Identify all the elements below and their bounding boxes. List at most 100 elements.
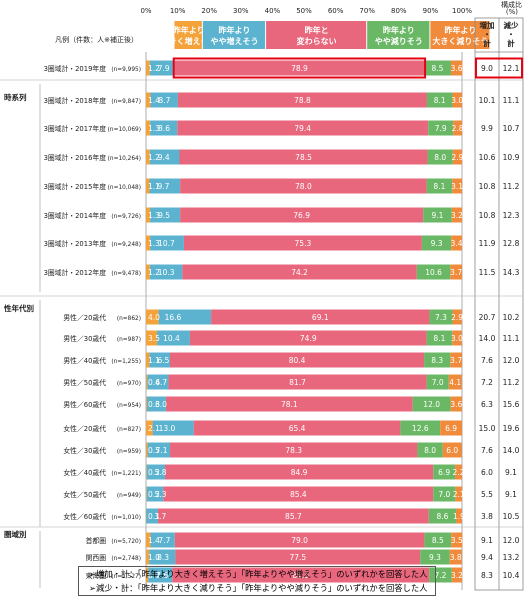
row-label: 3圏域計・2018年度 xyxy=(44,96,107,105)
bar-segment xyxy=(150,235,184,251)
row-label: 男性／40歳代 xyxy=(63,356,106,365)
row-label: 男性／30歳代 xyxy=(63,334,106,343)
bar-segment xyxy=(168,374,427,390)
bar-segment xyxy=(183,235,422,251)
bar-segment xyxy=(451,207,462,223)
row-label: 女性／20歳代 xyxy=(63,424,106,433)
row-label: 3圏域計・2017年度 xyxy=(44,124,107,133)
bar-value-label: 6.0 xyxy=(446,446,458,455)
bar-segment xyxy=(149,178,181,194)
bar-value-label: 3.2 xyxy=(451,571,463,580)
row-sample-size: (n=987) xyxy=(117,337,141,343)
footnote-increase: ➢増加・計：「昨年より大きく増えそう」「昨年よりやや増えそう」のいずれかを回答し… xyxy=(89,569,428,579)
bar-segment xyxy=(452,309,462,325)
bar-value-label: 16.6 xyxy=(165,313,182,322)
bar-value-label: 78.1 xyxy=(281,400,298,409)
bar-segment xyxy=(146,120,151,136)
highlight-summary-frame xyxy=(475,57,523,79)
bar-value-label: 8.3 xyxy=(157,553,169,562)
bar-segment xyxy=(149,264,183,280)
bar-segment xyxy=(424,60,451,76)
decrease-total-value: 10.4 xyxy=(503,571,520,580)
bar-segment xyxy=(146,60,150,76)
row-label: 首都圏 xyxy=(86,536,107,545)
bar-value-label: 10.6 xyxy=(425,268,442,277)
bar-segment xyxy=(147,442,171,458)
row-label: 3圏域計・2013年度 xyxy=(44,239,107,248)
bar-segment xyxy=(146,396,147,412)
bar-segment xyxy=(170,352,425,368)
bar-value-label: 2.8 xyxy=(452,124,464,133)
bar-value-label: 78.5 xyxy=(295,153,312,162)
axis-tick-label: 40% xyxy=(265,7,281,15)
bar-segment xyxy=(450,264,462,280)
row-label: 3圏域計・2016年度 xyxy=(44,153,107,162)
bar-value-label: 8.1 xyxy=(433,182,445,191)
bar-segment xyxy=(455,508,462,524)
bar-segment xyxy=(211,309,430,325)
bar-segment xyxy=(174,60,425,76)
bar-segment xyxy=(440,420,462,436)
bar-segment xyxy=(450,352,462,368)
bar-value-label: 1.1 xyxy=(148,356,160,365)
bar-segment xyxy=(149,149,180,165)
bar-segment xyxy=(147,374,169,390)
increase-total-value: 5.5 xyxy=(481,490,493,499)
bar-value-label: 2.2 xyxy=(453,468,465,477)
bar-value-label: 8.7 xyxy=(158,96,170,105)
row-sample-size: (n=9,995) xyxy=(111,67,141,73)
legend-label: 昨年より xyxy=(173,25,205,35)
bar-segment xyxy=(442,442,462,458)
bar-value-label: 9.7 xyxy=(157,182,169,191)
bar-segment xyxy=(448,374,462,390)
row-sample-size: (n=827) xyxy=(117,427,141,433)
bar-segment xyxy=(146,567,149,583)
bar-value-label: 85.4 xyxy=(290,490,307,499)
bar-value-label: 5.8 xyxy=(155,468,167,477)
bar-value-label: 9.4 xyxy=(158,153,170,162)
bar-segment xyxy=(412,396,451,412)
increase-header: ・ xyxy=(483,30,491,39)
bar-value-label: 84.9 xyxy=(291,468,308,477)
bar-value-label: 7.0 xyxy=(438,490,450,499)
bar-value-label: 7.9 xyxy=(435,124,447,133)
bar-value-label: 1.2 xyxy=(148,64,160,73)
increase-total-value: 10.1 xyxy=(479,96,496,105)
bar-value-label: 6.7 xyxy=(155,378,167,387)
highlight-frame xyxy=(172,57,427,79)
bar-segment xyxy=(150,532,175,548)
axis-tick-label: 80% xyxy=(391,7,407,15)
bar-segment xyxy=(146,508,147,524)
bar-segment xyxy=(146,420,153,436)
legend-swatch xyxy=(202,21,266,49)
bar-segment xyxy=(424,352,451,368)
bar-segment xyxy=(177,120,429,136)
row-label: 女性／30歳代 xyxy=(63,446,106,455)
bar-value-label: 81.3 xyxy=(292,571,309,580)
bar-segment xyxy=(433,486,456,502)
bar-value-label: 3.7 xyxy=(450,268,462,277)
decrease-total-value: 10.2 xyxy=(503,313,520,322)
bar-value-label: 1.3 xyxy=(148,124,160,133)
bar-value-label: 3.1 xyxy=(451,182,463,191)
bar-value-label: 8.5 xyxy=(432,536,444,545)
increase-total-value: 11.5 xyxy=(479,268,496,277)
row-sample-size: (n=2,748) xyxy=(111,556,141,562)
bar-segment xyxy=(165,396,413,412)
bar-segment xyxy=(426,330,453,346)
row-label: 関西圏 xyxy=(86,554,107,562)
bar-value-label: 1.3 xyxy=(148,239,160,248)
bar-value-label: 0.7 xyxy=(148,571,160,580)
bar-value-label: 6.9 xyxy=(445,424,457,433)
bar-value-label: 74.2 xyxy=(291,268,308,277)
bar-value-label: 1.4 xyxy=(148,96,160,105)
bar-segment xyxy=(180,178,427,194)
group-label: 時系列 xyxy=(4,92,27,102)
legend-label: 昨年より xyxy=(383,25,415,35)
bar-segment xyxy=(146,207,151,223)
bar-segment xyxy=(163,486,434,502)
bar-segment xyxy=(146,549,150,565)
row-label: 3圏域計・2014年度 xyxy=(44,211,107,220)
bar-segment xyxy=(429,567,452,583)
bar-segment xyxy=(146,264,150,280)
